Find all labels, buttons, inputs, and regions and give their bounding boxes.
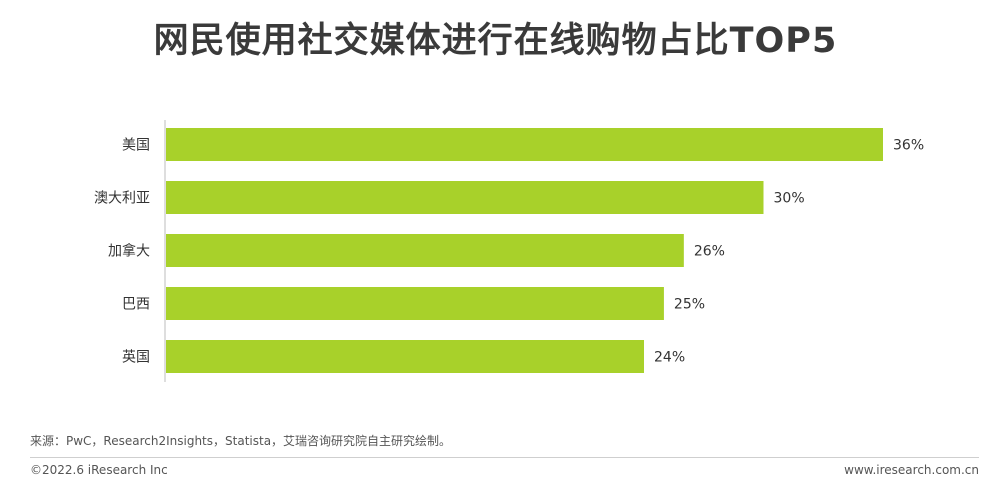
- copyright-text: ©2022.6 iResearch Inc: [30, 463, 168, 477]
- page-title: 网民使用社交媒体进行在线购物占比TOP5: [153, 21, 838, 61]
- category-label: 澳大利亚: [94, 191, 150, 207]
- data-label: 24%: [654, 350, 685, 366]
- website-link[interactable]: www.iresearch.com.cn: [844, 463, 979, 477]
- data-label: 26%: [694, 244, 725, 260]
- bar-chart: 美国 36% 澳大利亚 30% 加拿大 26% 巴西 25% 英国 24%: [94, 120, 924, 382]
- category-label: 加拿大: [108, 243, 150, 260]
- bar: [166, 340, 644, 373]
- bar: [166, 287, 664, 320]
- footer-divider: [30, 457, 979, 458]
- bar: [166, 181, 764, 214]
- bar: [166, 234, 684, 267]
- data-label: 30%: [774, 191, 805, 207]
- category-label: 美国: [122, 138, 150, 154]
- data-label: 25%: [674, 297, 705, 313]
- data-label: 36%: [893, 138, 924, 154]
- category-label: 巴西: [122, 297, 150, 313]
- bar: [166, 128, 883, 161]
- source-note: 来源：PwC，Research2Insights，Statista，艾瑞咨询研究…: [30, 434, 452, 448]
- category-label: 英国: [122, 349, 150, 366]
